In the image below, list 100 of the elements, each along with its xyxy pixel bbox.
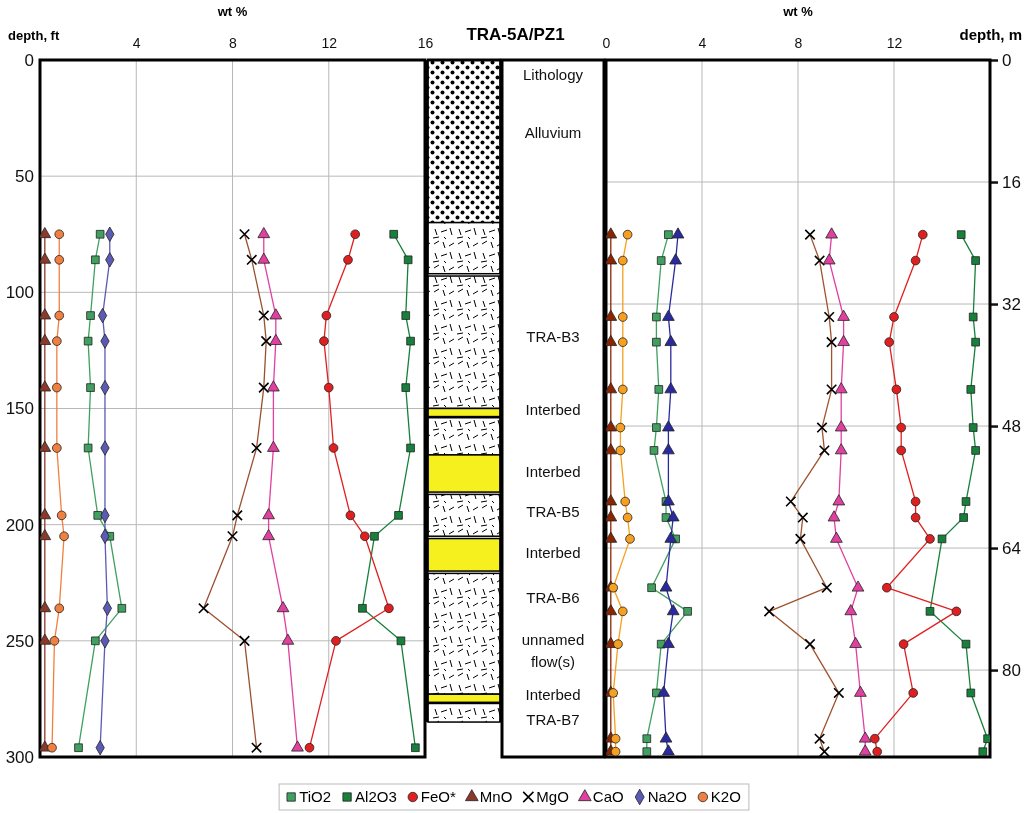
point [961, 639, 971, 649]
point [620, 496, 630, 507]
point [657, 685, 670, 697]
text: Interbed [525, 401, 581, 418]
point [618, 312, 628, 322]
point [323, 382, 334, 393]
point [910, 496, 921, 507]
text: TRA-B7 [526, 711, 580, 728]
point [669, 253, 682, 265]
point [370, 532, 379, 541]
point [606, 604, 618, 616]
point [659, 731, 673, 743]
point [328, 443, 339, 453]
x-tick-label: 0 [602, 35, 611, 51]
point [884, 337, 894, 347]
point [91, 255, 100, 265]
point [971, 256, 980, 265]
point [40, 252, 52, 264]
legend-label: K2O [710, 788, 741, 805]
point [304, 742, 315, 753]
point [642, 747, 652, 756]
y-tick-label: 100 [5, 283, 34, 303]
point [54, 310, 65, 321]
point [40, 601, 52, 613]
y2-tick-label: 0 [1002, 50, 1012, 70]
point [59, 531, 69, 542]
point [834, 382, 848, 394]
point [662, 636, 675, 648]
point [825, 227, 838, 239]
point [276, 601, 290, 613]
point [606, 334, 618, 346]
point [610, 733, 621, 744]
point [647, 583, 656, 592]
point [849, 636, 862, 648]
y-tick-label: 300 [5, 747, 34, 767]
point [966, 688, 976, 698]
y-tick-label: 150 [5, 399, 34, 419]
point [281, 633, 295, 645]
point [837, 334, 850, 346]
point [54, 255, 65, 265]
point [622, 229, 633, 240]
point [40, 227, 52, 239]
point [54, 603, 65, 614]
point [652, 423, 661, 432]
point [54, 229, 65, 240]
legend-label: CaO [592, 788, 624, 805]
x-tick-label: 12 [886, 35, 903, 51]
text: TRA-B3 [526, 328, 580, 345]
point [610, 746, 621, 757]
point [664, 334, 678, 346]
point [959, 513, 968, 522]
point [262, 529, 275, 541]
legend-label: MnO [479, 788, 513, 805]
point [350, 229, 360, 240]
point [269, 333, 283, 345]
point [257, 252, 271, 264]
point [854, 685, 867, 697]
point [971, 446, 980, 455]
point [666, 604, 680, 616]
legend-label: Na2O [647, 788, 687, 805]
legend-label: FeO* [420, 788, 456, 805]
point [358, 604, 367, 613]
x-tick-label: 16 [417, 35, 434, 51]
text: TRA-B5 [526, 503, 580, 520]
point [951, 606, 962, 617]
point [654, 385, 664, 394]
point [666, 510, 680, 522]
point [40, 508, 52, 520]
point [47, 742, 57, 753]
point [384, 603, 394, 614]
point [971, 337, 980, 347]
point [925, 534, 935, 544]
point [615, 445, 626, 456]
point [40, 440, 52, 452]
point [908, 688, 918, 698]
point [858, 744, 872, 756]
point [606, 443, 618, 455]
point [606, 253, 618, 265]
point [898, 639, 909, 649]
point [606, 510, 618, 522]
point [918, 229, 928, 240]
point [52, 443, 62, 453]
point [411, 743, 420, 752]
point [291, 740, 304, 752]
x-axis-title: wt % [782, 4, 814, 19]
point [858, 731, 872, 743]
point [662, 494, 675, 506]
point [269, 308, 283, 320]
point [615, 422, 626, 433]
point [978, 747, 988, 756]
point [844, 604, 858, 616]
point [331, 636, 341, 646]
point [925, 607, 935, 616]
x-tick-label: 4 [698, 35, 707, 51]
point [664, 382, 678, 394]
point [642, 734, 652, 743]
point [52, 336, 62, 346]
y-tick-label: 200 [5, 515, 34, 535]
point [49, 636, 60, 646]
point [606, 309, 618, 321]
